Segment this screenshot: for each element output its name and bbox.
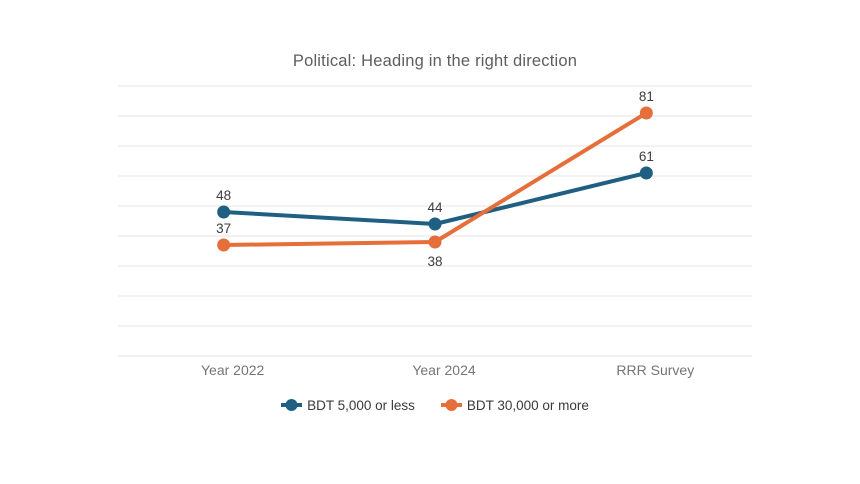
data-point-bdt-30-000-or-more: [428, 235, 442, 249]
chart-legend: BDT 5,000 or less BDT 30,000 or more: [118, 395, 752, 415]
data-label-bdt-30-000-or-more: 37: [216, 221, 231, 236]
x-axis-label: Year 2024: [412, 362, 476, 378]
data-point-bdt-5-000-or-less: [428, 217, 442, 231]
data-point-bdt-5-000-or-less: [639, 166, 653, 180]
legend-series-marker-icon: [281, 398, 303, 412]
data-label-bdt-30-000-or-more: 81: [639, 89, 654, 104]
x-axis-label: Year 2022: [201, 362, 265, 378]
data-label-bdt-5-000-or-less: 44: [427, 200, 443, 215]
legend-item-label: BDT 5,000 or less: [307, 397, 415, 413]
data-point-bdt-30-000-or-more: [217, 238, 231, 252]
data-label-bdt-30-000-or-more: 38: [427, 254, 442, 269]
chart-title: Political: Heading in the right directio…: [292, 52, 578, 70]
legend-series-marker-icon: [440, 398, 462, 412]
legend-item-bdt-5-000-or-less: BDT 5,000 or less: [281, 398, 415, 413]
series-line-bdt-5-000-or-less: [221, 171, 649, 226]
data-point-bdt-5-000-or-less: [217, 205, 231, 219]
data-label-bdt-5-000-or-less: 61: [639, 149, 654, 164]
data-point-bdt-30-000-or-more: [639, 106, 653, 120]
legend-item-label: BDT 30,000 or more: [466, 397, 589, 413]
legend-item-bdt-30-000-or-more: BDT 30,000 or more: [440, 397, 589, 413]
x-axis-label: RRR Survey: [616, 362, 694, 378]
data-label-bdt-5-000-or-less: 48: [216, 188, 231, 203]
